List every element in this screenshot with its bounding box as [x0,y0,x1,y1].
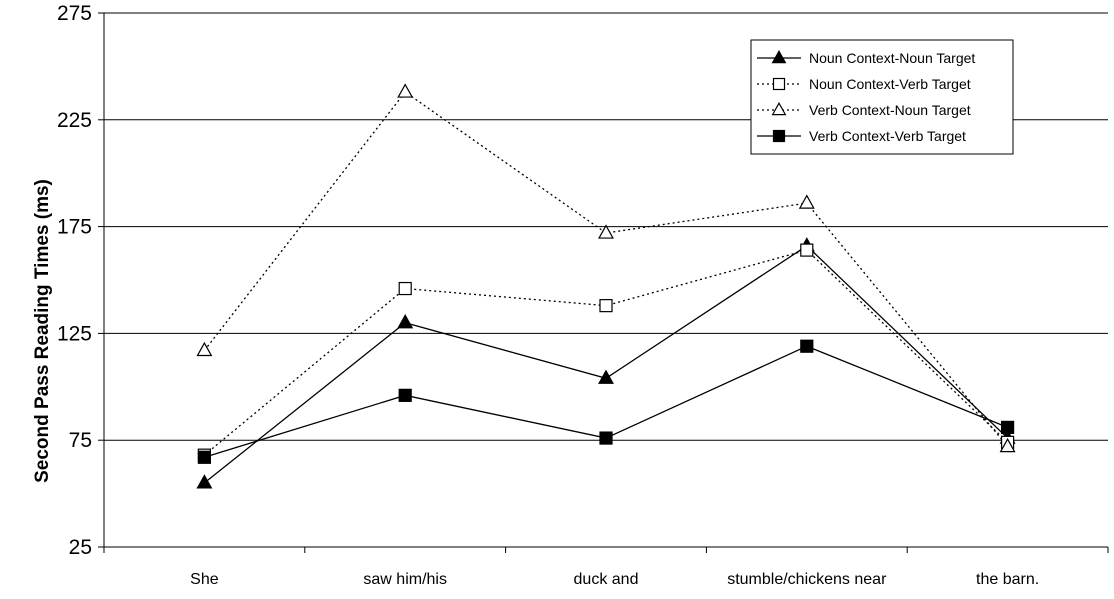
series-line-1 [203,244,1009,484]
series-3-point [798,194,815,209]
y-tick-label: 175 [57,216,92,239]
series-3-point [598,224,614,239]
series-2-point [398,281,412,296]
series-4-point [197,450,211,464]
series-4-point [800,339,814,353]
y-tick-label: 275 [57,2,92,25]
y-axis-title: Second Pass Reading Times (ms) [32,179,53,483]
axis-labels: 25 75 125 175 225 275 She saw him/his duck and st… [57,2,1039,588]
axes [98,12,1109,553]
legend-box [750,39,1014,155]
series-line-3 [203,91,1009,448]
legend: Noun Context-Noun Target Noun Context-Ver… [750,39,1014,155]
x-category-label: the barn. [976,571,1039,588]
legend-label: Noun Context-Verb Target [809,76,971,92]
series-4-point [599,431,613,445]
legend-marker-4 [772,129,786,143]
series-2-point [800,243,814,257]
x-category-label: She [190,571,219,588]
series-1-point [397,314,414,329]
legend-marker-1 [771,49,787,64]
series-3-point [196,341,213,357]
legend-label: Verb Context-Noun Target [809,102,971,118]
legend-label: Verb Context-Verb Target [809,128,966,144]
x-category-label: stumble/chickens near [727,571,887,588]
series-4-point [398,388,412,402]
series-2-point [599,299,613,313]
legend-marker-2 [772,77,786,91]
series-line-2 [203,249,1009,456]
y-tick-label: 25 [69,536,92,559]
series-3-point [999,437,1016,453]
x-category-label: duck and [574,571,639,588]
x-category-label: saw him/his [363,571,447,588]
y-tick-label: 75 [69,429,92,452]
legend-marker-3 [771,101,787,116]
y-tick-label: 225 [57,109,92,132]
series-4-point [1000,420,1015,434]
series-markers [196,83,1016,489]
legend-label: Noun Context-Noun Target [809,50,975,66]
series-3-point [397,83,414,98]
series-1-point [598,369,614,384]
series-1-point [196,474,213,489]
y-tick-label: 125 [57,322,92,345]
